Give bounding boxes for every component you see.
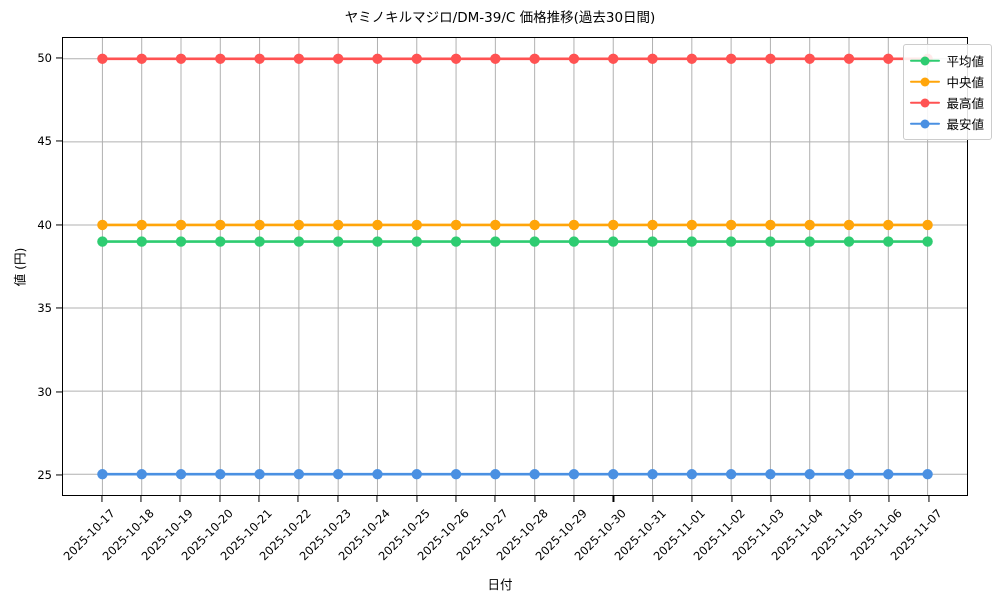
legend-item[interactable]: 平均値: [910, 50, 984, 71]
y-axis-tick-mark: [56, 224, 62, 226]
y-axis-tick-label: 35: [37, 301, 52, 316]
y-axis-tick-label: 30: [37, 384, 52, 399]
legend-label: 最安値: [946, 117, 984, 132]
x-axis-tick-mark: [809, 496, 811, 502]
x-axis-tick-labels: 2025-10-17 2025-10-18 2025-10-19 2025-10-20…: [60, 504, 968, 574]
x-axis-tick-mark: [573, 496, 575, 502]
x-axis-tick-mark: [888, 496, 890, 502]
x-axis-tick-mark: [927, 496, 930, 502]
x-axis-tick-mark: [416, 496, 418, 502]
x-axis-tick-mark: [770, 496, 772, 502]
x-axis-tick-mark: [219, 496, 221, 502]
x-axis-tick-mark: [179, 496, 181, 502]
legend-label: 平均値: [946, 54, 984, 69]
x-axis-tick-mark: [455, 496, 457, 502]
x-axis-tick-mark: [534, 496, 536, 502]
y-axis-tick-labels: 25 30 35 40 45 50: [0, 37, 52, 496]
x-axis-tick-mark: [140, 496, 142, 502]
y-axis-tick-mark: [56, 140, 62, 142]
x-axis-tick-mark: [494, 496, 496, 502]
x-axis-tick-mark: [337, 496, 339, 502]
series-lines: [97, 53, 933, 480]
legend-label: 最高値: [946, 96, 984, 111]
legend-color-swatch: [910, 117, 941, 131]
x-axis-tick-mark: [691, 496, 693, 502]
y-axis-tick-mark: [56, 307, 62, 309]
y-axis-tick-label: 25: [37, 468, 52, 483]
legend-color-swatch: [910, 96, 941, 110]
legend-color-swatch: [910, 54, 941, 68]
y-axis-tick-mark: [56, 474, 62, 476]
x-axis-tick-mark: [612, 496, 614, 502]
legend-item[interactable]: 最高値: [910, 92, 984, 113]
x-axis-tick-marks: [62, 496, 968, 503]
y-axis-tick-mark: [56, 57, 62, 59]
x-axis-tick-mark: [376, 496, 378, 502]
x-axis-tick-mark: [297, 496, 299, 502]
x-axis-tick-mark: [731, 496, 733, 502]
x-axis-tick-mark: [652, 496, 654, 502]
x-axis-tick-mark: [100, 496, 103, 502]
y-axis-tick-label: 50: [37, 50, 52, 65]
legend-item[interactable]: 中央値: [910, 71, 984, 92]
y-axis-tick-marks: [55, 37, 62, 496]
plot-area: [62, 37, 968, 496]
x-axis-tick-mark: [849, 496, 851, 502]
legend-color-swatch: [910, 75, 941, 89]
y-axis-tick-label: 45: [37, 134, 52, 149]
y-axis-tick-mark: [56, 391, 62, 393]
legend-label: 中央値: [946, 75, 984, 90]
chart-title: ヤミノキルマジロ/DM-39/C 価格推移(過去30日間): [344, 10, 656, 26]
y-axis-tick-label: 40: [37, 217, 52, 232]
legend-item[interactable]: 最安値: [910, 113, 984, 134]
x-axis-label: 日付: [487, 577, 513, 592]
x-axis-tick-mark: [258, 496, 260, 502]
chart-legend[interactable]: 平均値中央値最高値最安値: [903, 44, 992, 140]
